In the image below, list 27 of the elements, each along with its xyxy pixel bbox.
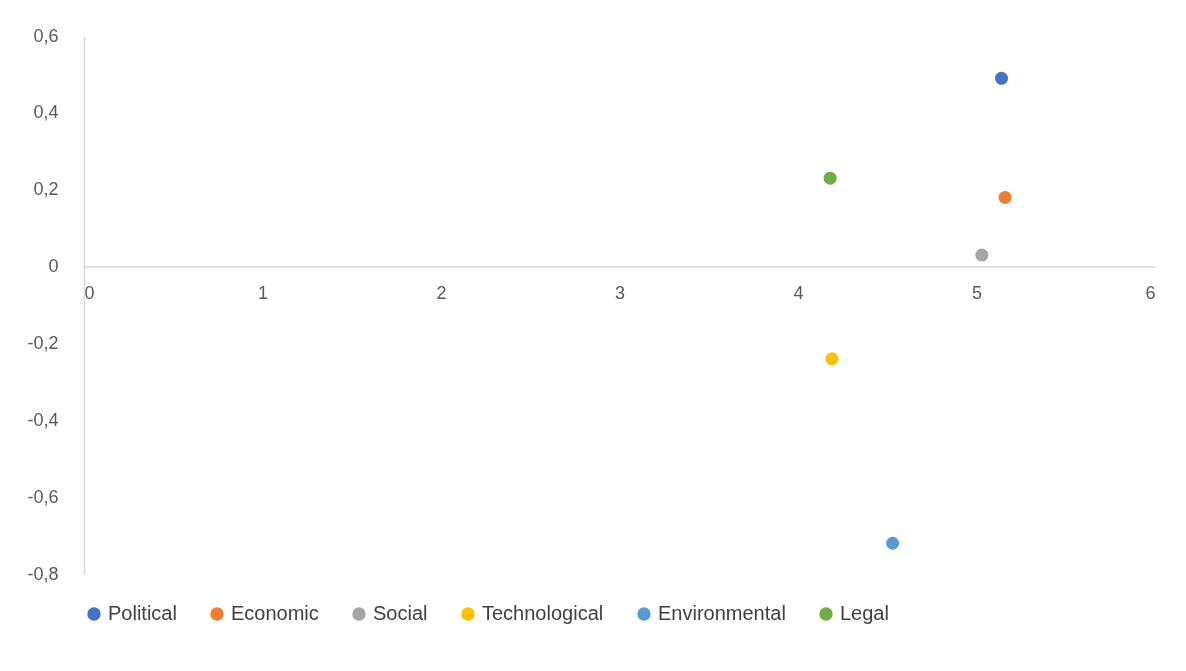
y-tick-label: 0,6	[33, 25, 59, 46]
x-tick-label: 0	[84, 283, 95, 304]
y-tick-label: -0,6	[27, 486, 59, 507]
x-tick-label: 6	[1145, 283, 1156, 304]
point	[994, 71, 1009, 85]
legend-label: Technological	[482, 602, 604, 624]
x-tick-label: 3	[614, 283, 626, 304]
y-tick-label: -0,4	[27, 409, 59, 430]
point	[975, 248, 989, 262]
y-tick-label: -0,8	[27, 563, 59, 584]
legend-label: Social	[373, 602, 428, 624]
legend-label: Legal	[840, 602, 889, 624]
x-tick-label: 1	[257, 283, 269, 304]
y-tick-label: 0,4	[33, 102, 59, 123]
x-tick-label: 2	[436, 283, 447, 304]
point	[886, 536, 900, 550]
point	[998, 190, 1012, 204]
x-tick-label: 4	[793, 283, 804, 304]
y-tick-label: 0,2	[33, 179, 59, 200]
point	[823, 171, 837, 185]
y-tick-label: 0	[48, 256, 59, 277]
y-tick-label: -0,2	[27, 332, 59, 353]
legend-label: Political	[108, 602, 177, 624]
legend-label: Economic	[231, 602, 319, 624]
legend-label: Environmental	[658, 602, 786, 624]
x-tick-label: 5	[971, 283, 983, 304]
point	[825, 352, 839, 366]
